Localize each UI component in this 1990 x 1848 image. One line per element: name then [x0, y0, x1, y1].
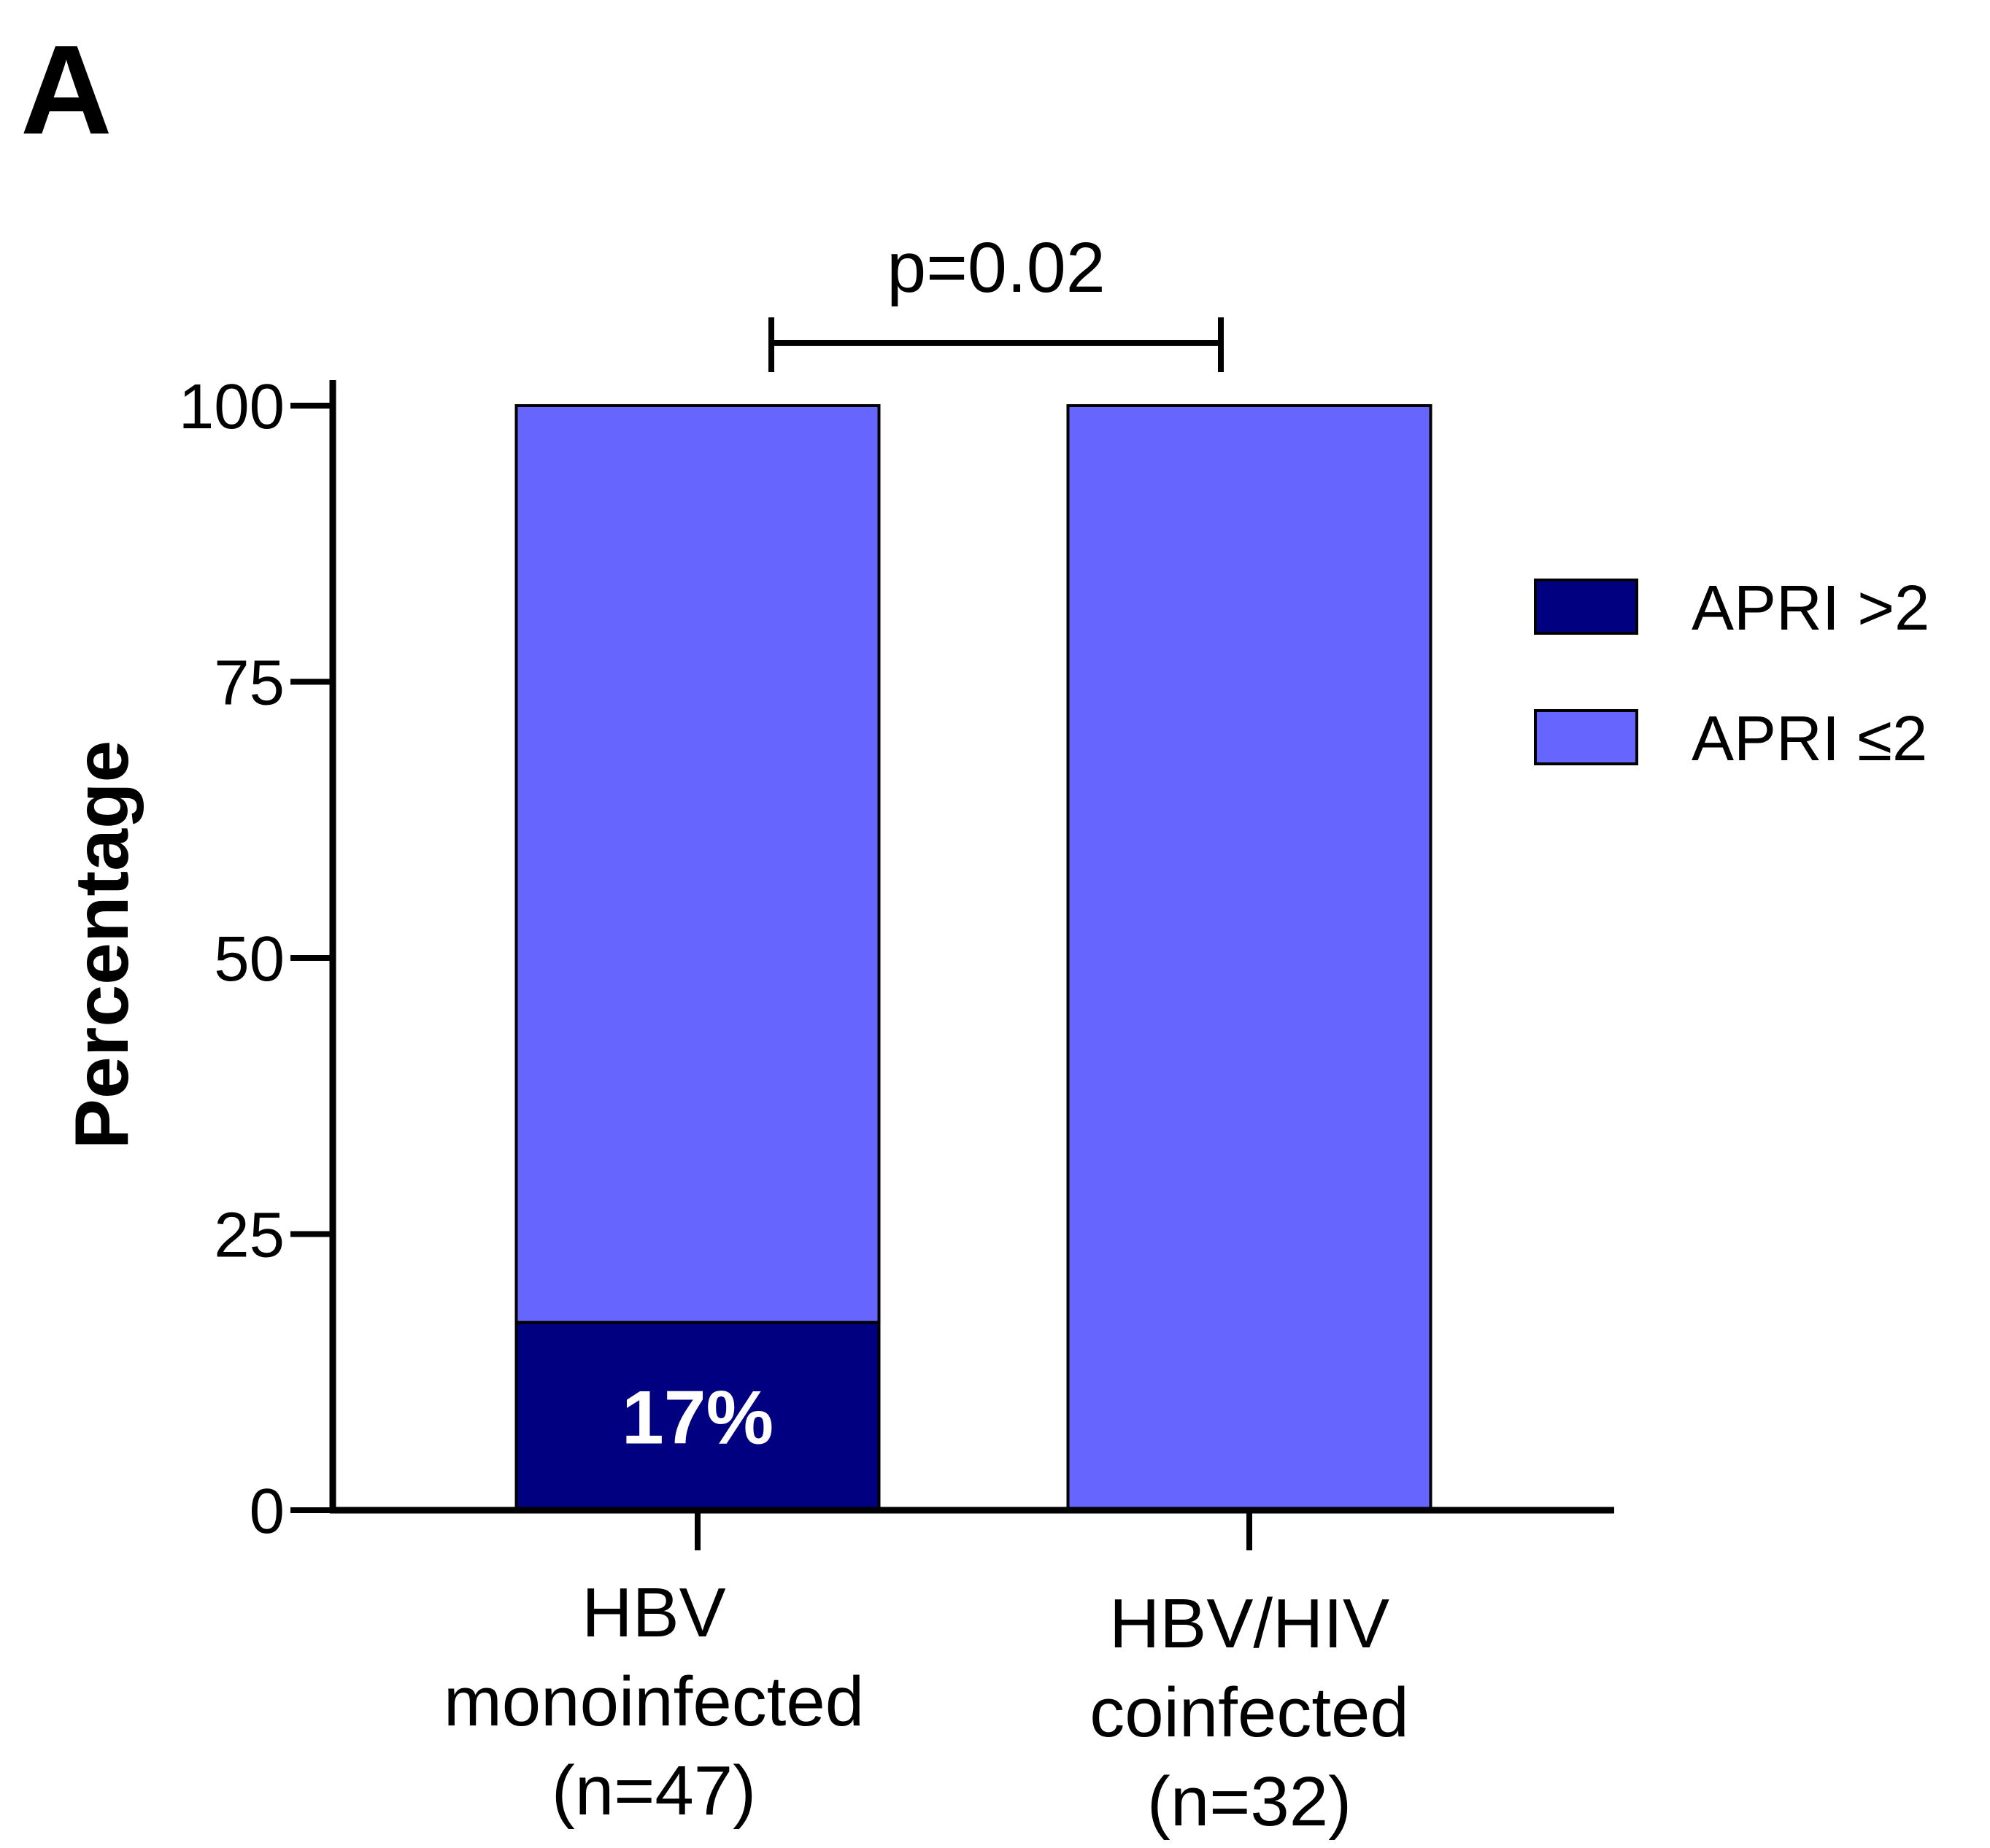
x-tick-label: (n=47): [552, 1752, 756, 1830]
bar-segment: [514, 404, 881, 1324]
y-tick-label: 50: [214, 924, 285, 994]
legend-label: APRI >2: [1692, 573, 1929, 643]
panel-label: A: [20, 18, 112, 161]
x-tick-label: HBV/HIV: [1109, 1585, 1389, 1663]
significance-label: p=0.02: [887, 228, 1105, 307]
significance-bracket: [768, 317, 1224, 372]
bar-segment: [514, 1321, 881, 1512]
y-tick-label: 25: [214, 1200, 285, 1271]
x-tick-label: monoinfected: [444, 1663, 864, 1741]
y-tick-label: 75: [214, 648, 285, 719]
legend-swatch: [1534, 579, 1638, 635]
data-label: 17%: [622, 1375, 774, 1460]
y-tick-label: 0: [250, 1476, 285, 1547]
x-tick-label: coinfected: [1090, 1674, 1409, 1752]
legend-swatch: [1534, 709, 1638, 765]
y-tick-label: 100: [179, 371, 285, 442]
x-tick-label: HBV: [582, 1574, 725, 1652]
y-axis-label: Percentage: [60, 741, 144, 1150]
x-tick-label: (n=32): [1147, 1763, 1351, 1841]
bar-segment: [1066, 404, 1432, 1512]
legend-label: APRI ≤2: [1692, 703, 1927, 774]
